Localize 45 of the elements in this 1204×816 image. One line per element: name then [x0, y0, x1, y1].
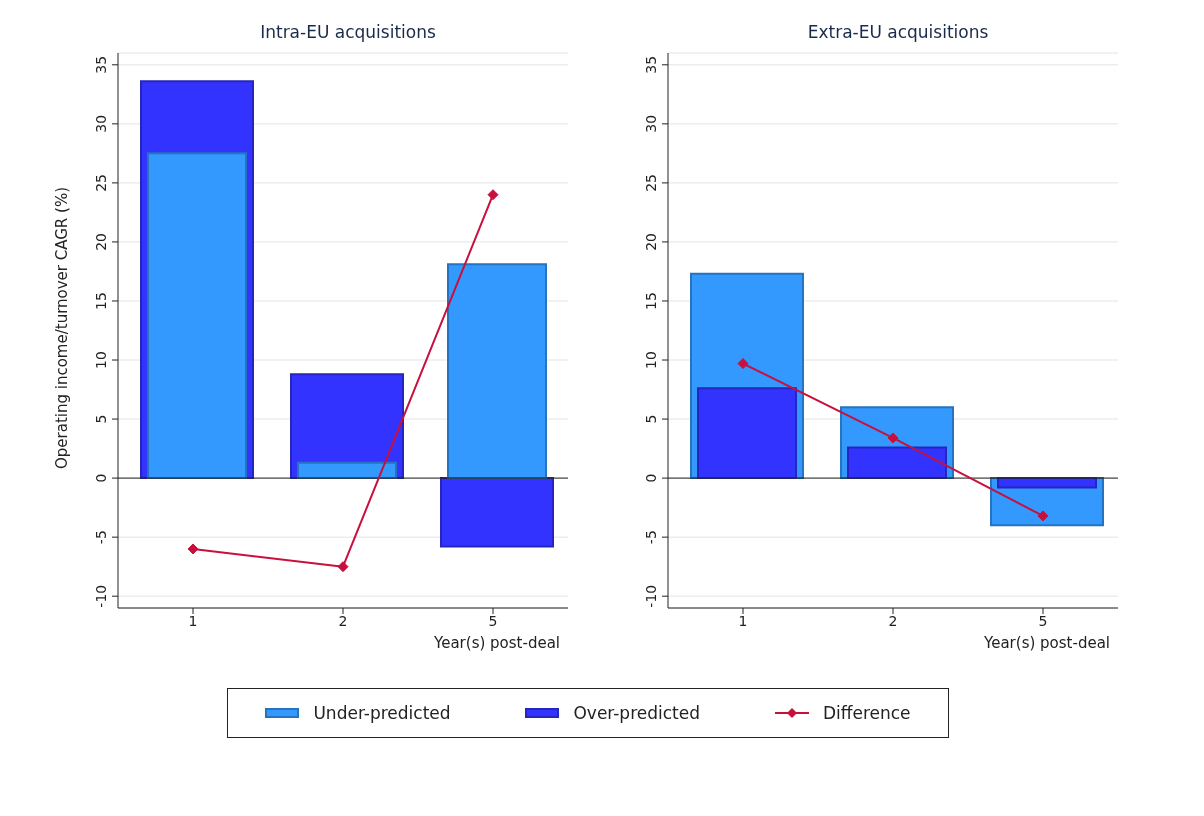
point — [487, 189, 499, 201]
point — [737, 358, 749, 370]
y-tick-label: 35 — [643, 55, 659, 74]
x-axis-title: Year(s) post-deal — [434, 634, 560, 652]
point — [337, 561, 349, 573]
bar — [697, 387, 797, 480]
y-tick-label: 30 — [93, 114, 109, 133]
bar — [847, 446, 947, 480]
y-tick-label: 5 — [643, 414, 659, 424]
bar — [147, 152, 247, 480]
legend-label: Under-predicted — [313, 703, 451, 723]
x-tick-label: 2 — [888, 612, 898, 629]
y-tick-label: 10 — [643, 351, 659, 369]
bar — [447, 263, 547, 480]
y-tick-label: 15 — [93, 292, 109, 310]
x-axis-title: Year(s) post-deal — [984, 634, 1110, 652]
y-tick-label: 20 — [643, 233, 659, 251]
y-tick-label: 10 — [93, 351, 109, 369]
point — [1037, 510, 1049, 522]
bar — [440, 477, 554, 548]
chart-title: Intra-EU acquisitions — [259, 22, 437, 42]
y-tick-label: 0 — [643, 473, 659, 483]
y-tick-label: 15 — [643, 292, 659, 310]
point — [887, 432, 899, 444]
y-tick-label: -5 — [643, 530, 659, 545]
x-tick-label: 5 — [1038, 612, 1048, 629]
y-axis-title: Operating income/turnover CAGR (%) — [53, 186, 72, 470]
point — [187, 543, 199, 555]
x-tick-label: 1 — [188, 612, 198, 629]
y-tick-label: -10 — [643, 584, 659, 608]
legend-label: Difference — [822, 703, 911, 723]
y-tick-label: -10 — [93, 584, 109, 608]
legend-label: Over-predicted — [573, 703, 701, 723]
y-tick-label: 20 — [93, 233, 109, 251]
y-tick-label: 25 — [643, 173, 659, 192]
x-tick-label: 2 — [338, 612, 348, 629]
y-tick-label: 5 — [93, 414, 109, 424]
y-tick-label: 30 — [643, 114, 659, 133]
y-tick-label: 35 — [93, 55, 109, 74]
y-tick-label: 0 — [93, 473, 109, 483]
x-tick-label: 1 — [738, 612, 748, 629]
y-tick-label: 25 — [93, 173, 109, 192]
y-tick-label: -5 — [93, 530, 109, 545]
chart-title: Extra-EU acquisitions — [806, 22, 990, 42]
x-tick-label: 5 — [488, 612, 498, 629]
